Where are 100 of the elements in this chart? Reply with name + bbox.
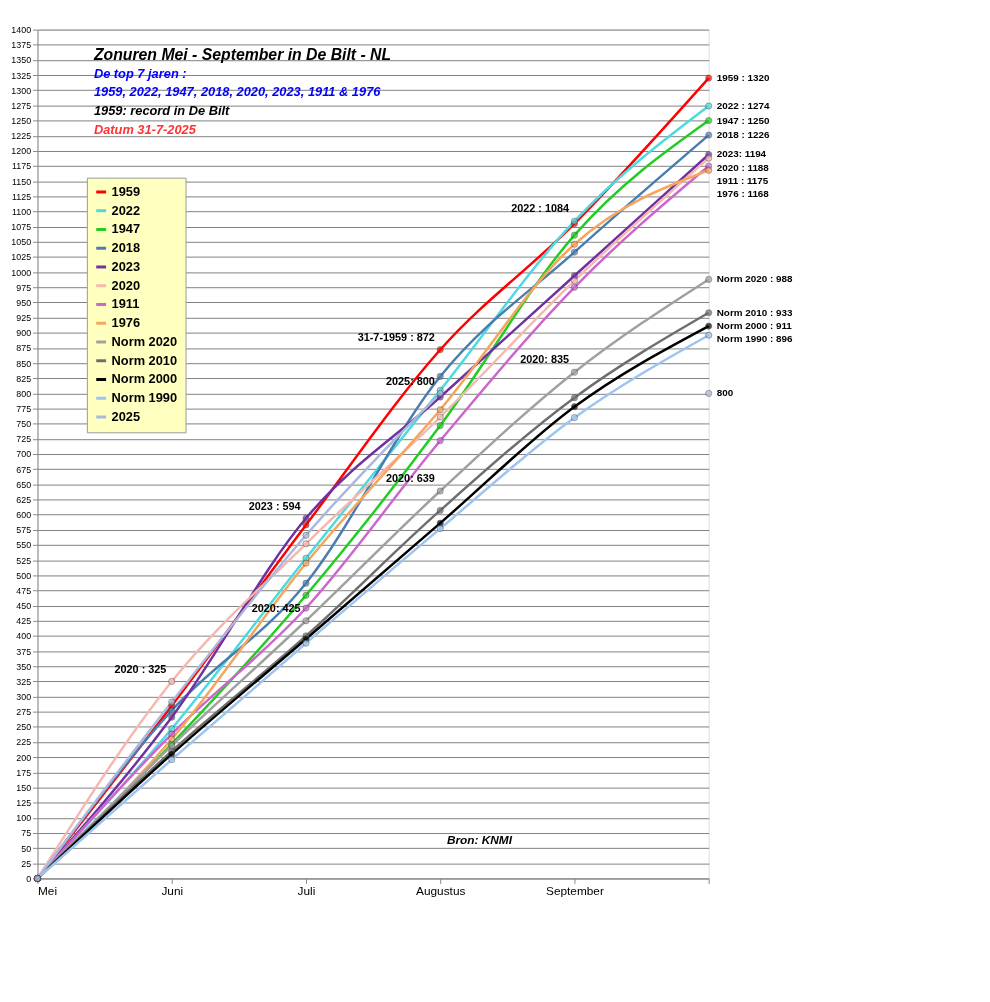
data-label: 2018 : 1226 (716, 129, 770, 141)
text: 1959: record in De Bilt (93, 102, 230, 118)
y-tick-label: 125 (16, 798, 32, 809)
y-tick-label: 300 (16, 692, 32, 703)
y-tick-label: 975 (16, 282, 32, 293)
legend-label: 2022 (111, 202, 141, 218)
y-tick-label: 475 (16, 585, 32, 596)
y-tick-label: 325 (16, 676, 32, 687)
legend-label: 1976 (111, 315, 141, 331)
data-label: 2025: 800 (386, 374, 435, 387)
data-label: 1947 : 1250 (716, 114, 770, 126)
y-tick-label: 375 (16, 646, 32, 657)
y-tick-label: 925 (16, 313, 32, 324)
y-tick-label: 225 (16, 737, 32, 748)
data-label: 800 (716, 387, 734, 399)
data-label: 2020 : 325 (114, 662, 167, 675)
y-tick-label: 500 (16, 570, 32, 581)
y-tick-label: 1050 (11, 237, 32, 248)
data-label: 1911 : 1175 (716, 174, 769, 186)
y-tick-label: 175 (16, 767, 32, 778)
y-tick-label: 100 (16, 813, 32, 824)
legend-label: 2025 (111, 408, 141, 424)
y-tick-label: 600 (16, 510, 32, 521)
y-tick-label: 650 (16, 479, 32, 490)
legend-label: Norm 2020 (111, 333, 178, 349)
y-tick-label: 775 (16, 404, 32, 415)
text: De top 7 jaren : (93, 65, 187, 81)
y-tick-label: 825 (16, 373, 32, 384)
data-label: 31-7-1959 : 872 (357, 330, 435, 343)
y-tick-label: 425 (16, 616, 32, 627)
y-tick-label: 525 (16, 555, 32, 566)
legend-label: Norm 1990 (111, 390, 178, 406)
y-tick-label: 950 (16, 297, 32, 308)
annotation: Bron: KNMI (446, 833, 513, 848)
data-label: 2022 : 1084 (511, 202, 570, 215)
legend-label: Norm 2000 (111, 371, 178, 387)
legend-label: 2023 (111, 258, 141, 274)
y-tick-label: 0 (26, 873, 32, 884)
y-tick-label: 1200 (11, 146, 32, 157)
y-tick-label: 1300 (11, 85, 32, 96)
y-tick-label: 1000 (11, 267, 32, 278)
y-tick-label: 1175 (12, 161, 32, 172)
y-tick-label: 400 (16, 631, 32, 642)
x-tick-label: Juli (297, 883, 316, 898)
y-tick-label: 1125 (12, 191, 32, 202)
y-tick-label: 1225 (11, 131, 32, 142)
y-tick-label: 75 (21, 828, 32, 839)
y-tick-label: 625 (16, 494, 32, 505)
y-tick-label: 25 (21, 858, 32, 869)
data-label: 2022 : 1274 (716, 99, 770, 111)
y-tick-label: 750 (16, 419, 32, 430)
y-tick-label: 275 (16, 707, 32, 718)
text: Datum 31-7-2025 (93, 121, 196, 137)
x-tick-label: September (546, 883, 604, 898)
y-tick-label: 850 (16, 358, 32, 369)
text: 1959, 2022, 1947, 2018, 2020, 2023, 1911 & 1976 (93, 84, 381, 100)
y-tick-label: 575 (16, 525, 32, 536)
legend-label: 1911 (111, 296, 140, 312)
y-tick-label: 1025 (11, 252, 32, 263)
data-label: Norm 1990 : 896 (716, 333, 793, 345)
data-label: 1959 : 1320 (716, 72, 770, 84)
data-label: 1976 : 1168 (716, 187, 770, 199)
data-label: Norm 2020 : 988 (716, 273, 793, 285)
y-tick-label: 550 (16, 540, 32, 551)
data-label: 2020: 835 (520, 353, 570, 366)
data-label: 2020 : 1188 (716, 161, 770, 173)
data-label: Norm 2000 : 911 (716, 320, 793, 332)
y-tick-label: 725 (16, 434, 32, 445)
y-tick-label: 875 (16, 343, 32, 354)
x-tick-label: Mei (38, 883, 58, 898)
text: Zonuren Mei - September in De Bilt - NL (92, 45, 392, 63)
y-tick-label: 50 (21, 843, 32, 854)
legend-label: 1959 (111, 183, 141, 199)
y-tick-label: 200 (16, 752, 32, 763)
y-tick-label: 250 (16, 722, 32, 733)
y-tick-label: 1100 (12, 206, 32, 217)
legend-label: Norm 2010 (111, 352, 178, 368)
y-tick-label: 1250 (11, 116, 32, 126)
data-label: 2023: 1194 (716, 148, 767, 160)
y-tick-label: 450 (16, 601, 32, 612)
legend-label: 2018 (111, 240, 141, 256)
y-tick-label: 675 (16, 464, 32, 475)
legend-label: 1947 (111, 221, 141, 237)
y-tick-label: 150 (16, 782, 32, 793)
data-label: Norm 2010 : 933 (716, 306, 793, 318)
legend-label: 2020 (111, 277, 141, 293)
y-tick-label: 1275 (11, 100, 32, 111)
x-tick-label: Juni (161, 883, 184, 898)
y-tick-label: 1075 (11, 222, 32, 233)
y-tick-label: 1400 (11, 25, 32, 36)
y-tick-label: 1350 (11, 55, 32, 66)
data-label: 2023 : 594 (248, 499, 301, 512)
y-tick-label: 900 (16, 328, 32, 339)
y-tick-label: 1150 (12, 176, 32, 187)
y-tick-label: 350 (16, 661, 32, 672)
y-tick-label: 800 (16, 388, 32, 399)
y-tick-label: 700 (16, 449, 32, 460)
y-tick-label: 1325 (11, 70, 32, 81)
y-tick-label: 1375 (11, 40, 32, 51)
x-tick-label: Augustus (416, 883, 466, 898)
